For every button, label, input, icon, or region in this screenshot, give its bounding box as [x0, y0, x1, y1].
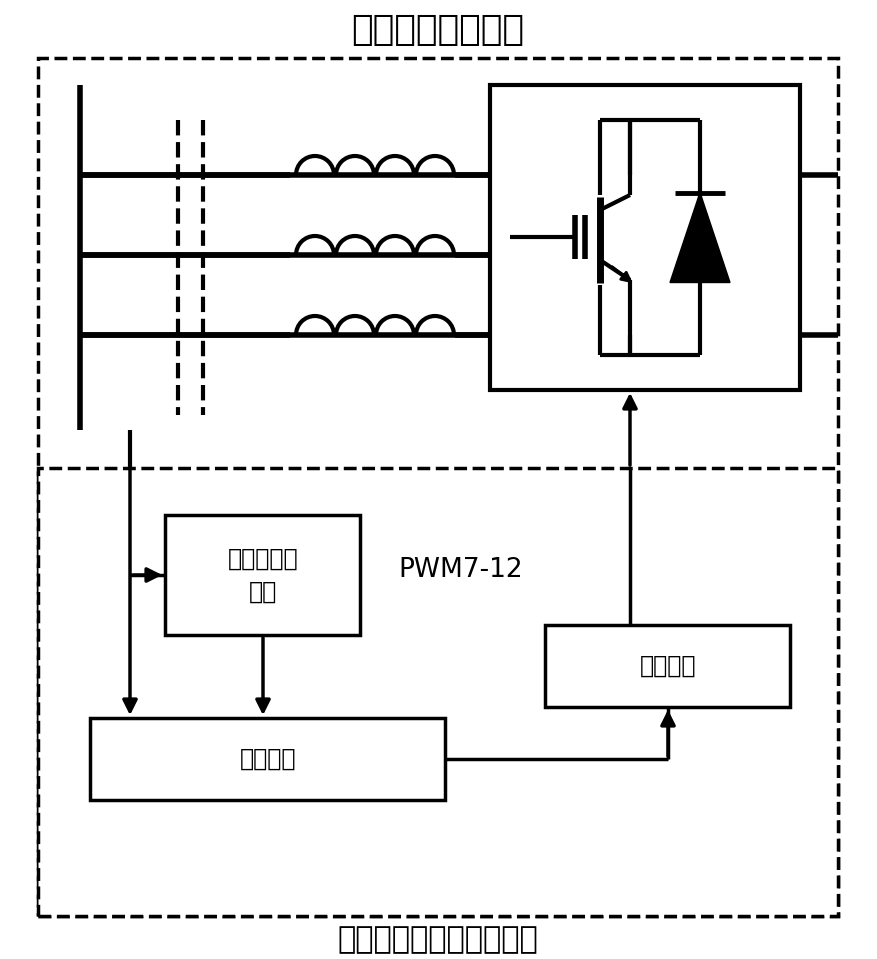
- Polygon shape: [669, 193, 729, 283]
- Bar: [90, 718, 445, 800]
- Bar: [489, 85, 799, 390]
- Text: 电流控制: 电流控制: [239, 747, 296, 771]
- Bar: [38, 468, 837, 916]
- Bar: [165, 515, 360, 635]
- Bar: [545, 625, 789, 707]
- Text: 起动发电机模拟器: 起动发电机模拟器: [351, 13, 524, 47]
- Text: 起动发电机
模型: 起动发电机 模型: [227, 547, 298, 604]
- Bar: [38, 58, 837, 916]
- Text: 脉宽调制: 脉宽调制: [639, 654, 695, 678]
- Text: 起动发电机模拟器控制器: 起动发电机模拟器控制器: [338, 925, 538, 954]
- Text: PWM7-12: PWM7-12: [397, 557, 522, 583]
